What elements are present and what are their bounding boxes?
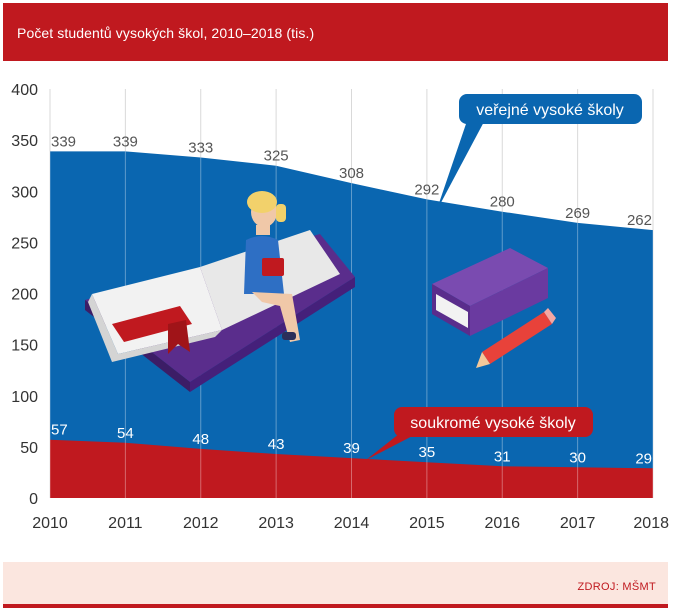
public-data-label: 269 xyxy=(565,205,590,222)
chart-title: Počet studentů vysokých škol, 2010–2018 … xyxy=(17,25,315,41)
x-tick-label: 2011 xyxy=(108,515,143,532)
footer-bar xyxy=(3,604,668,608)
private-area xyxy=(50,439,653,498)
source-note: ZDROJ: MŠMT xyxy=(577,581,656,593)
y-tick-label: 150 xyxy=(11,338,38,355)
private-data-label: 39 xyxy=(343,440,360,457)
private-data-label: 30 xyxy=(569,449,586,466)
public-data-label: 339 xyxy=(51,133,76,150)
chart-header: Počet studentů vysokých škol, 2010–2018 … xyxy=(3,3,668,61)
x-axis-tick-labels: 2010 2011 2012 2013 2014 2015 2016 2017 2018 xyxy=(32,515,669,532)
book-illustration xyxy=(85,230,355,392)
public-series-label: veřejné vysoké školy xyxy=(436,94,642,212)
y-tick-label: 200 xyxy=(11,287,38,304)
private-data-label: 48 xyxy=(192,431,209,448)
private-data-label: 29 xyxy=(635,450,652,467)
private-series-label: soukromé vysoké školy xyxy=(366,407,593,460)
data-labels: 339 339 333 325 308 292 280 269 262 57 54 48 43 39 35 3… xyxy=(51,133,652,467)
public-data-label: 280 xyxy=(490,194,515,211)
private-data-label: 35 xyxy=(419,444,436,461)
x-tick-label: 2013 xyxy=(258,515,294,532)
pencil-illustration xyxy=(476,308,556,368)
public-data-label: 339 xyxy=(113,133,138,150)
public-data-label: 308 xyxy=(339,165,364,182)
private-data-label: 54 xyxy=(117,425,134,442)
private-data-label: 31 xyxy=(494,448,511,465)
public-data-label: 333 xyxy=(188,140,213,157)
private-data-label: 57 xyxy=(51,422,68,439)
public-data-label: 292 xyxy=(414,181,439,198)
y-tick-label: 0 xyxy=(29,491,38,508)
y-tick-label: 300 xyxy=(11,184,38,201)
y-axis-tick-labels: 0 50 100 150 200 250 300 350 400 xyxy=(11,82,38,508)
x-tick-label: 2014 xyxy=(334,515,370,532)
x-tick-label: 2017 xyxy=(560,515,596,532)
chart-svg: 339 339 333 325 308 292 280 269 262 57 54 48 43 39 35 3… xyxy=(11,82,669,532)
public-data-label: 262 xyxy=(627,212,652,229)
y-tick-label: 100 xyxy=(11,389,38,406)
y-tick-label: 400 xyxy=(11,82,38,99)
private-data-label: 43 xyxy=(268,436,285,453)
public-series-name: veřejné vysoké školy xyxy=(476,102,624,119)
x-tick-label: 2012 xyxy=(183,515,219,532)
reader-illustration xyxy=(244,191,300,342)
y-tick-label: 250 xyxy=(11,235,38,252)
x-tick-label: 2010 xyxy=(32,515,68,532)
y-tick-label: 50 xyxy=(20,440,38,457)
x-tick-label: 2016 xyxy=(484,515,520,532)
private-series-name: soukromé vysoké školy xyxy=(410,415,575,432)
x-tick-label: 2018 xyxy=(633,515,669,532)
x-tick-label: 2015 xyxy=(409,515,445,532)
y-tick-label: 350 xyxy=(11,133,38,150)
chart-area: 339 339 333 325 308 292 280 269 262 57 54 48 43 39 35 3… xyxy=(0,62,674,562)
chart-footer: ZDROJ: MŠMT xyxy=(3,562,668,604)
closed-book-illustration xyxy=(432,248,548,336)
public-data-label: 325 xyxy=(264,148,289,165)
